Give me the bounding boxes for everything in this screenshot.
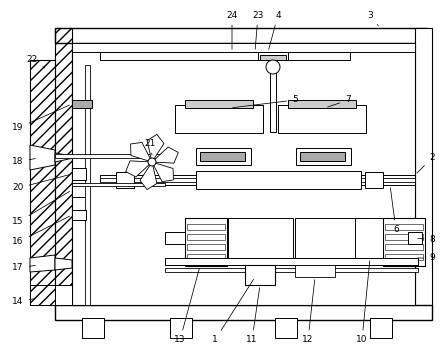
Text: 12: 12: [302, 280, 315, 345]
Bar: [385, 224, 423, 230]
Bar: [55, 28, 72, 310]
Text: 22: 22: [27, 55, 45, 68]
Bar: [187, 244, 225, 250]
Bar: [72, 168, 86, 180]
Text: 21: 21: [144, 139, 155, 155]
Bar: [55, 154, 160, 158]
Bar: [165, 268, 418, 272]
Polygon shape: [55, 153, 78, 162]
Bar: [270, 67, 276, 132]
Bar: [185, 218, 227, 266]
Bar: [187, 224, 225, 230]
Bar: [258, 52, 288, 60]
Text: 16: 16: [12, 216, 70, 246]
Bar: [355, 218, 383, 258]
Polygon shape: [140, 162, 157, 190]
Polygon shape: [147, 134, 164, 162]
Bar: [165, 232, 185, 244]
Bar: [295, 265, 335, 277]
Text: 19: 19: [12, 105, 70, 133]
Bar: [300, 152, 345, 161]
Bar: [55, 28, 427, 43]
Bar: [278, 105, 366, 133]
Bar: [165, 258, 418, 265]
Text: 9: 9: [418, 253, 435, 262]
Bar: [72, 183, 88, 197]
Bar: [175, 105, 263, 133]
Text: 20: 20: [12, 175, 69, 192]
Text: 6: 6: [390, 188, 399, 235]
Bar: [100, 175, 415, 185]
Text: 15: 15: [12, 191, 70, 227]
Bar: [200, 152, 245, 161]
Bar: [170, 318, 192, 338]
Bar: [415, 28, 432, 310]
Bar: [288, 100, 356, 108]
Polygon shape: [126, 161, 152, 177]
Bar: [383, 218, 425, 266]
Polygon shape: [30, 255, 55, 272]
Text: 18: 18: [12, 158, 35, 166]
Bar: [196, 148, 251, 165]
Bar: [260, 55, 286, 60]
Text: 2: 2: [417, 153, 435, 173]
Polygon shape: [131, 142, 152, 162]
Bar: [370, 318, 392, 338]
Bar: [187, 254, 225, 260]
Text: 4: 4: [269, 10, 281, 49]
Bar: [408, 232, 422, 244]
Bar: [116, 172, 134, 188]
Text: 10: 10: [356, 261, 370, 345]
Text: 3: 3: [367, 10, 378, 26]
Text: 23: 23: [253, 10, 264, 49]
Polygon shape: [152, 147, 179, 163]
Bar: [72, 100, 92, 108]
Bar: [72, 210, 86, 220]
Bar: [295, 218, 360, 258]
Text: 5: 5: [233, 95, 298, 108]
Bar: [385, 234, 423, 240]
Polygon shape: [152, 162, 174, 182]
Bar: [30, 60, 55, 305]
Bar: [55, 305, 432, 320]
Bar: [275, 318, 297, 338]
Bar: [30, 285, 55, 305]
Text: 13: 13: [174, 269, 199, 345]
Bar: [355, 178, 415, 182]
Bar: [100, 178, 196, 182]
Text: 17: 17: [12, 263, 35, 272]
Bar: [228, 218, 293, 258]
Polygon shape: [30, 145, 55, 170]
Circle shape: [266, 60, 280, 74]
Bar: [196, 171, 361, 189]
Bar: [72, 183, 165, 186]
Bar: [385, 254, 423, 260]
Bar: [296, 148, 351, 165]
Bar: [72, 43, 415, 305]
Circle shape: [148, 158, 156, 166]
Bar: [185, 100, 253, 108]
Text: 1: 1: [212, 279, 253, 345]
Bar: [100, 52, 350, 60]
Text: 7: 7: [328, 95, 351, 107]
Bar: [385, 244, 423, 250]
Text: 8: 8: [418, 236, 435, 245]
Bar: [72, 43, 415, 52]
Bar: [245, 265, 275, 285]
Bar: [85, 65, 90, 305]
Polygon shape: [30, 285, 72, 305]
Bar: [187, 234, 225, 240]
Bar: [365, 172, 383, 188]
Text: 24: 24: [226, 10, 237, 49]
Polygon shape: [55, 258, 72, 270]
Bar: [82, 318, 104, 338]
Text: 14: 14: [12, 298, 35, 307]
Text: 11: 11: [246, 288, 260, 345]
